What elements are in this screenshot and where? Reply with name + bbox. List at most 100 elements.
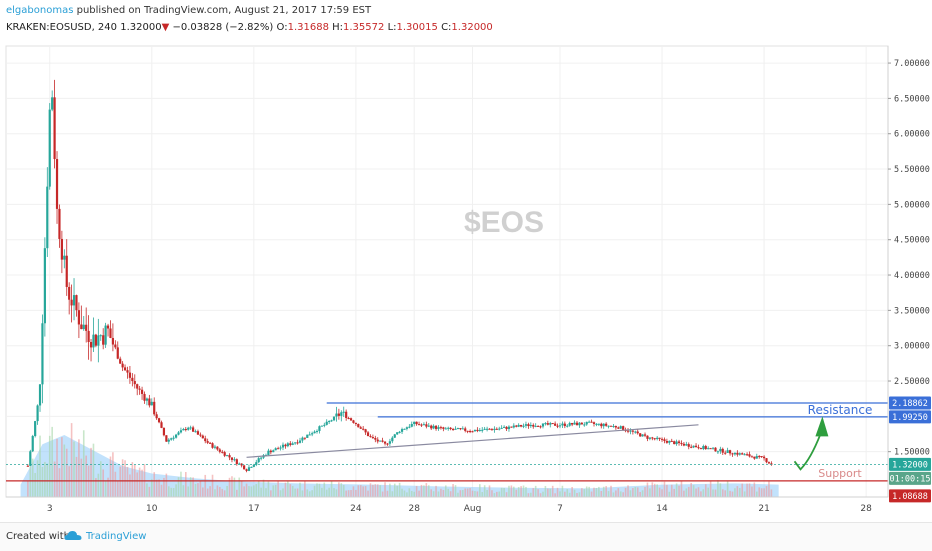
candle-body bbox=[626, 430, 630, 432]
volume-bar bbox=[65, 448, 68, 497]
candle-body bbox=[89, 342, 93, 348]
volume-bar bbox=[27, 480, 29, 497]
volume-bar bbox=[401, 488, 403, 497]
candle-body bbox=[187, 427, 190, 430]
volume-bar bbox=[131, 462, 134, 497]
candle-body bbox=[405, 427, 409, 429]
volume-bar bbox=[352, 486, 355, 497]
volume-bar bbox=[355, 489, 357, 497]
candle-body bbox=[551, 423, 554, 425]
candle-body bbox=[374, 437, 377, 440]
volume-bar bbox=[406, 492, 408, 497]
volume-bar bbox=[751, 486, 753, 497]
candle-body bbox=[558, 425, 562, 427]
candle-body bbox=[53, 97, 56, 160]
volume-bar bbox=[321, 487, 323, 497]
volume-bar bbox=[547, 488, 549, 497]
candle-body bbox=[459, 428, 462, 430]
volume-bar bbox=[206, 488, 209, 497]
volume-bar bbox=[121, 459, 124, 497]
candle-body bbox=[697, 447, 700, 449]
volume-bar bbox=[666, 484, 668, 497]
price-tick-label: 6.00000 bbox=[894, 130, 930, 140]
volume-bar bbox=[464, 488, 467, 497]
volume-bar bbox=[272, 485, 275, 497]
volume-bar bbox=[306, 489, 309, 497]
current-price-tag: 1.32000 bbox=[892, 460, 928, 470]
volume-bar bbox=[559, 491, 561, 497]
current-price-tag-bg bbox=[889, 457, 931, 471]
candle-body bbox=[580, 422, 583, 425]
volume-bar bbox=[619, 491, 622, 497]
volume-bar bbox=[598, 486, 600, 497]
candle-body bbox=[578, 422, 581, 426]
volume-bar bbox=[245, 483, 248, 497]
volume-bar bbox=[474, 491, 476, 497]
volume-bar bbox=[571, 487, 573, 497]
volume-bar bbox=[522, 485, 525, 497]
candle-body bbox=[162, 427, 166, 436]
volume-bar bbox=[44, 461, 46, 497]
candle-body bbox=[745, 454, 749, 456]
volume-bar bbox=[610, 485, 612, 497]
candle-body bbox=[85, 324, 88, 331]
volume-bar bbox=[721, 489, 724, 497]
candle-body bbox=[109, 328, 112, 338]
price-chart[interactable]: $EOS Resistance Support 1.50000 2.50000 3.000… bbox=[0, 0, 932, 522]
candle-body bbox=[597, 423, 600, 425]
volume-bar bbox=[469, 488, 471, 497]
volume-bar bbox=[231, 476, 233, 497]
volume-bar bbox=[119, 466, 121, 497]
volume-bar bbox=[116, 481, 119, 497]
candle-body bbox=[502, 426, 506, 428]
volume-bar bbox=[731, 491, 734, 497]
candle-body bbox=[755, 456, 758, 459]
volume-bar bbox=[707, 487, 709, 497]
candle-body bbox=[58, 208, 61, 239]
volume-bar bbox=[517, 487, 520, 497]
tradingview-brand[interactable]: TradingView bbox=[86, 531, 147, 542]
volume-bar bbox=[593, 487, 595, 497]
candle-body bbox=[483, 428, 486, 430]
time-tick-label: 21 bbox=[758, 504, 769, 514]
candle-body bbox=[471, 431, 474, 433]
candle-body bbox=[498, 428, 501, 430]
candle-body bbox=[762, 456, 766, 459]
candle-body bbox=[230, 457, 234, 460]
volume-bar bbox=[627, 485, 629, 497]
volume-bar bbox=[440, 488, 442, 497]
volume-bar bbox=[323, 482, 326, 497]
author-link[interactable]: elgabonomas bbox=[6, 5, 74, 16]
candle-body bbox=[191, 427, 195, 432]
volume-bar bbox=[126, 466, 129, 497]
candle-body bbox=[520, 424, 523, 427]
candle-body bbox=[694, 445, 698, 448]
candle-body bbox=[364, 429, 367, 433]
candle-body bbox=[719, 448, 722, 452]
volume-bar bbox=[396, 485, 398, 497]
created-with-text: Created with bbox=[6, 531, 70, 542]
volume-bar bbox=[95, 478, 97, 497]
candle-body bbox=[765, 458, 768, 463]
volume-bar bbox=[362, 486, 364, 497]
candle-body bbox=[99, 335, 102, 337]
candle-body bbox=[413, 421, 416, 425]
symbol-info: KRAKEN:EOSUSD, 240 1.32000▼ −0.03828 (−2… bbox=[6, 22, 493, 33]
volume-bar bbox=[262, 479, 265, 497]
countdown-tag: 01:00:15 bbox=[890, 474, 931, 484]
tradingview-cloud-icon[interactable] bbox=[64, 529, 82, 543]
volume-bar bbox=[452, 484, 454, 497]
candle-body bbox=[646, 435, 649, 439]
time-tick-label: 28 bbox=[408, 504, 420, 514]
volume-bar bbox=[410, 490, 413, 497]
open-label: O: bbox=[276, 22, 288, 33]
volume-bar bbox=[420, 484, 423, 497]
price-tick-label: 1.50000 bbox=[894, 448, 930, 458]
candle-body bbox=[330, 420, 333, 422]
candle-body bbox=[687, 444, 690, 447]
volume-bar bbox=[427, 485, 430, 497]
footer-bar: Created with TradingView bbox=[0, 522, 932, 551]
volume-bar bbox=[255, 484, 258, 497]
volume-bar bbox=[690, 482, 692, 497]
volume-bar bbox=[585, 486, 588, 497]
